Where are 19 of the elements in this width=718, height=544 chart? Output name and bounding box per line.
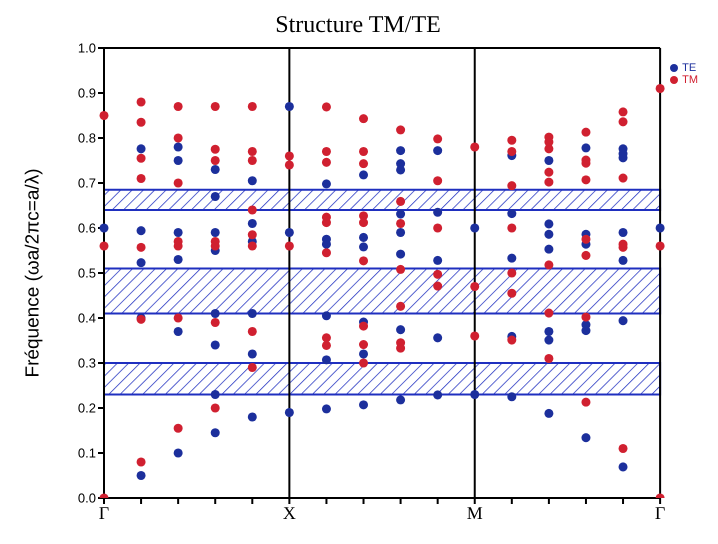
y-tick-label: 1.0 (78, 40, 96, 56)
legend-label: TM (682, 74, 698, 86)
legend-label: TE (682, 62, 696, 74)
y-tick-label: 0.2 (78, 400, 96, 416)
x-tick-label: Γ (654, 502, 666, 523)
y-tick-label: 0.3 (78, 356, 96, 371)
y-axis-title: Fréquence (ωa/2πc=a/λ) (22, 168, 44, 378)
x-tick-label: X (282, 502, 296, 523)
y-tick-label: 0.1 (78, 446, 96, 461)
x-tick-label: M (466, 502, 483, 523)
y-tick-label: 0.0 (78, 490, 96, 506)
y-tick-label: 0.6 (78, 220, 96, 236)
chart-title: Structure TM/TE (274, 11, 442, 40)
y-tick-label: 0.4 (78, 310, 96, 326)
y-tick-label: 0.5 (78, 266, 96, 281)
y-tick-label: 0.9 (78, 86, 96, 101)
x-tick-label: Γ (98, 502, 110, 523)
y-tick-label: 0.7 (78, 176, 96, 191)
y-tick-label: 0.8 (78, 130, 96, 146)
